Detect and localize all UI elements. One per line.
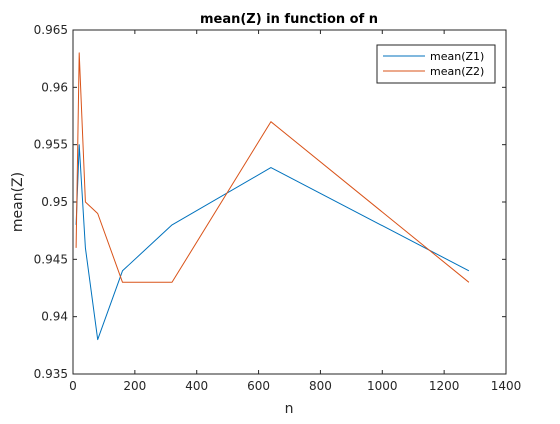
y-tick-label: 0.94	[41, 310, 68, 324]
legend-entry-label: mean(Z2)	[430, 65, 484, 78]
x-tick-label: 1400	[491, 379, 522, 393]
legend: mean(Z1) mean(Z2)	[376, 44, 496, 84]
x-tick-label: 200	[123, 379, 146, 393]
x-tick-label: 0	[69, 379, 77, 393]
y-tick-label: 0.95	[41, 195, 68, 209]
chart-title: mean(Z) in function of n	[200, 12, 378, 27]
y-tick-label: 0.945	[34, 252, 68, 266]
plot-area	[72, 29, 507, 375]
y-tick-label: 0.955	[34, 138, 68, 152]
x-tick-label: 800	[309, 379, 332, 393]
legend-box	[376, 44, 496, 84]
axis-ticks: 0 200 400 600 800 1000 1200 1400 0.935 0.94 0.945 0…	[34, 23, 522, 393]
x-tick-label: 600	[247, 379, 270, 393]
y-tick-label: 0.965	[34, 23, 68, 37]
y-tick-label: 0.935	[34, 367, 68, 381]
legend-entry-label: mean(Z1)	[430, 50, 484, 63]
y-tick-label: 0.96	[41, 80, 68, 94]
x-tick-label: 1000	[367, 379, 398, 393]
x-axis-label: n	[285, 401, 294, 417]
series-line-2	[75, 52, 470, 283]
data-lines	[75, 52, 470, 341]
series-line-1	[75, 144, 470, 341]
y-axis-label: mean(Z)	[10, 172, 26, 232]
x-tick-label: 400	[185, 379, 208, 393]
x-tick-label: 1200	[429, 379, 460, 393]
axes-box	[72, 29, 507, 375]
